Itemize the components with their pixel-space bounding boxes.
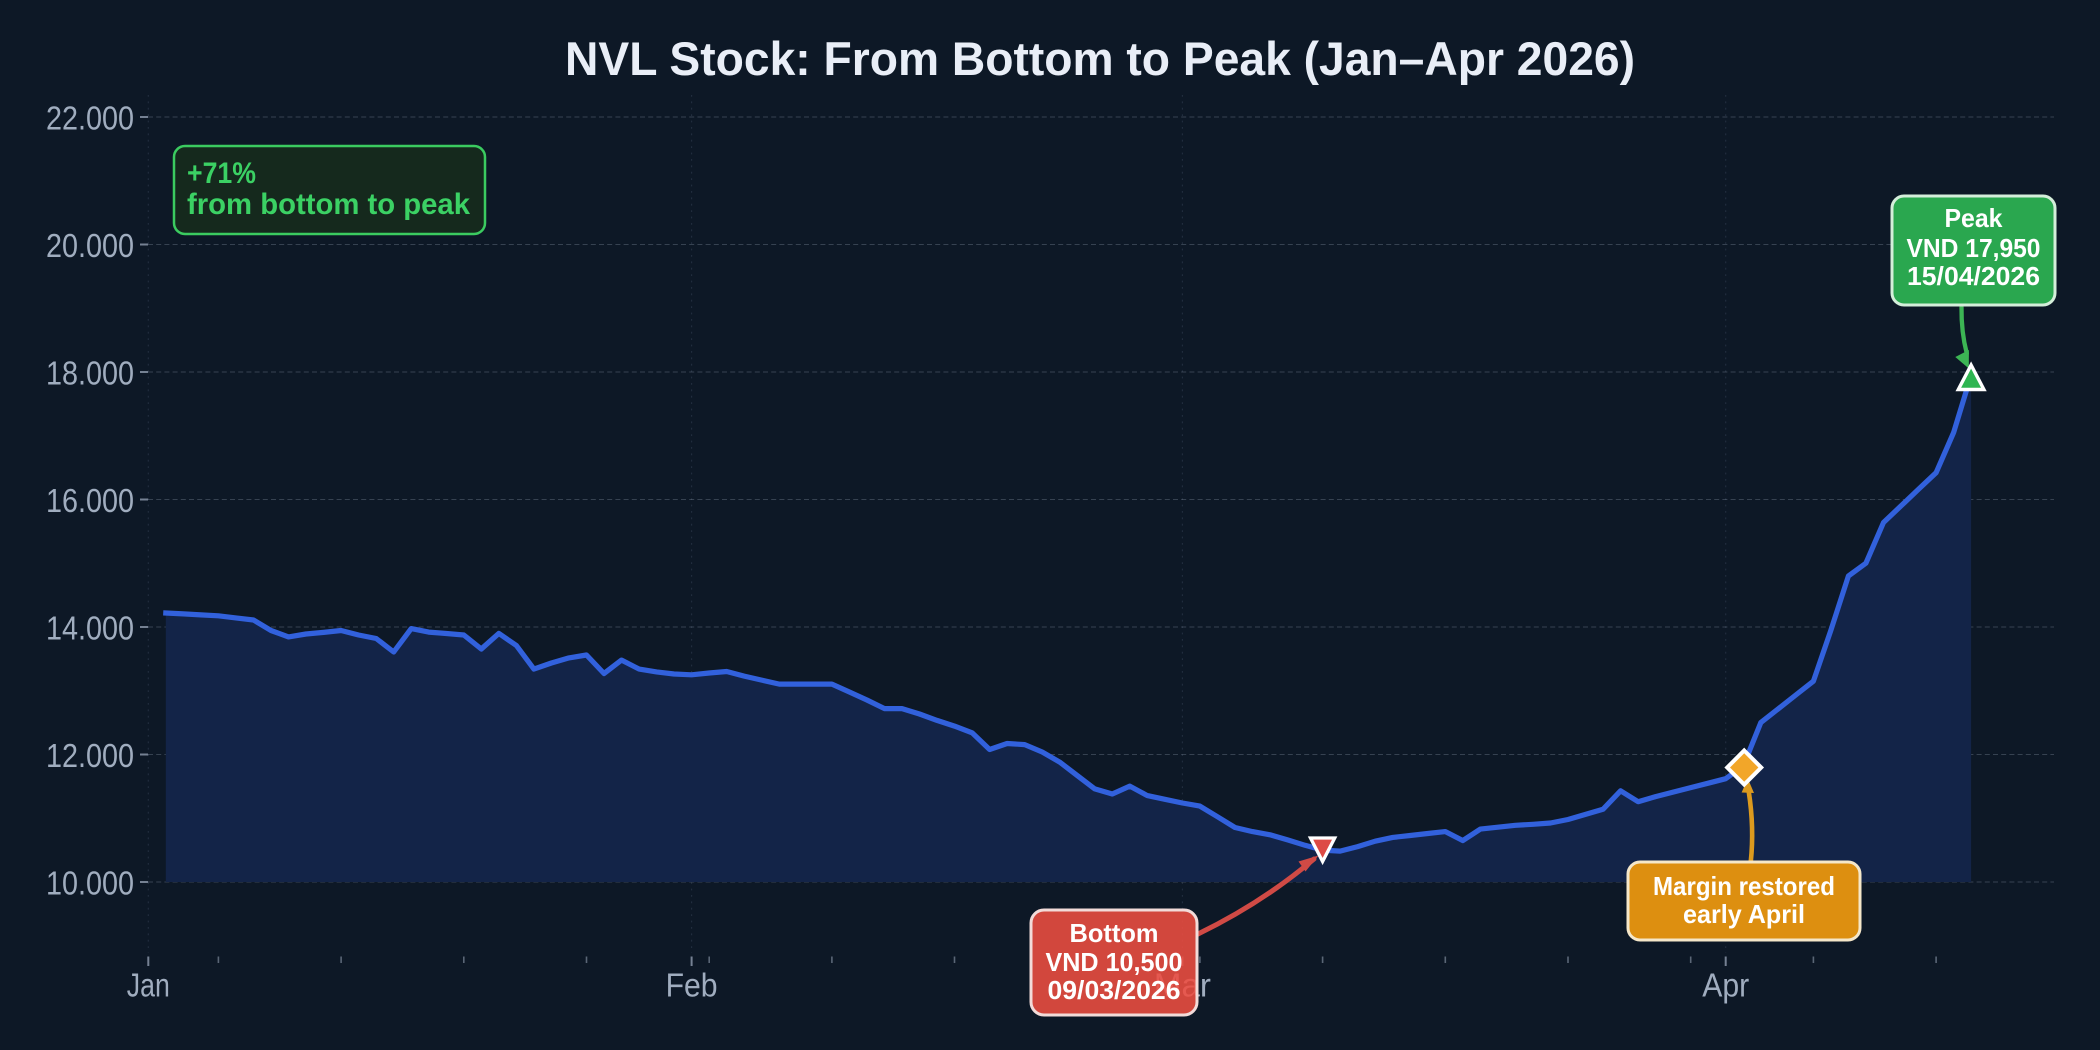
svg-text:Apr: Apr [1702, 967, 1749, 1004]
svg-text:22.000: 22.000 [46, 100, 134, 137]
svg-text:Feb: Feb [666, 967, 718, 1004]
svg-text:NVL Stock: From Bottom to Peak: NVL Stock: From Bottom to Peak (Jan–Apr … [565, 32, 1635, 85]
svg-text:12.000: 12.000 [46, 737, 134, 774]
svg-text:from bottom to peak: from bottom to peak [187, 188, 470, 221]
svg-text:10.000: 10.000 [46, 865, 134, 902]
svg-text:16.000: 16.000 [46, 482, 134, 519]
svg-text:14.000: 14.000 [46, 610, 134, 647]
svg-text:Jan: Jan [127, 967, 170, 1004]
svg-text:Bottom: Bottom [1070, 918, 1159, 948]
svg-text:early April: early April [1683, 899, 1805, 929]
svg-text:Margin restored: Margin restored [1653, 871, 1835, 901]
svg-text:VND 10,500: VND 10,500 [1046, 947, 1183, 977]
svg-text:09/03/2026: 09/03/2026 [1048, 975, 1181, 1005]
svg-text:15/04/2026: 15/04/2026 [1907, 261, 2040, 291]
svg-text:+71%: +71% [187, 157, 256, 190]
svg-text:VND 17,950: VND 17,950 [1907, 233, 2041, 263]
svg-text:18.000: 18.000 [46, 355, 134, 392]
svg-text:20.000: 20.000 [46, 227, 134, 264]
svg-text:Peak: Peak [1945, 203, 2004, 233]
